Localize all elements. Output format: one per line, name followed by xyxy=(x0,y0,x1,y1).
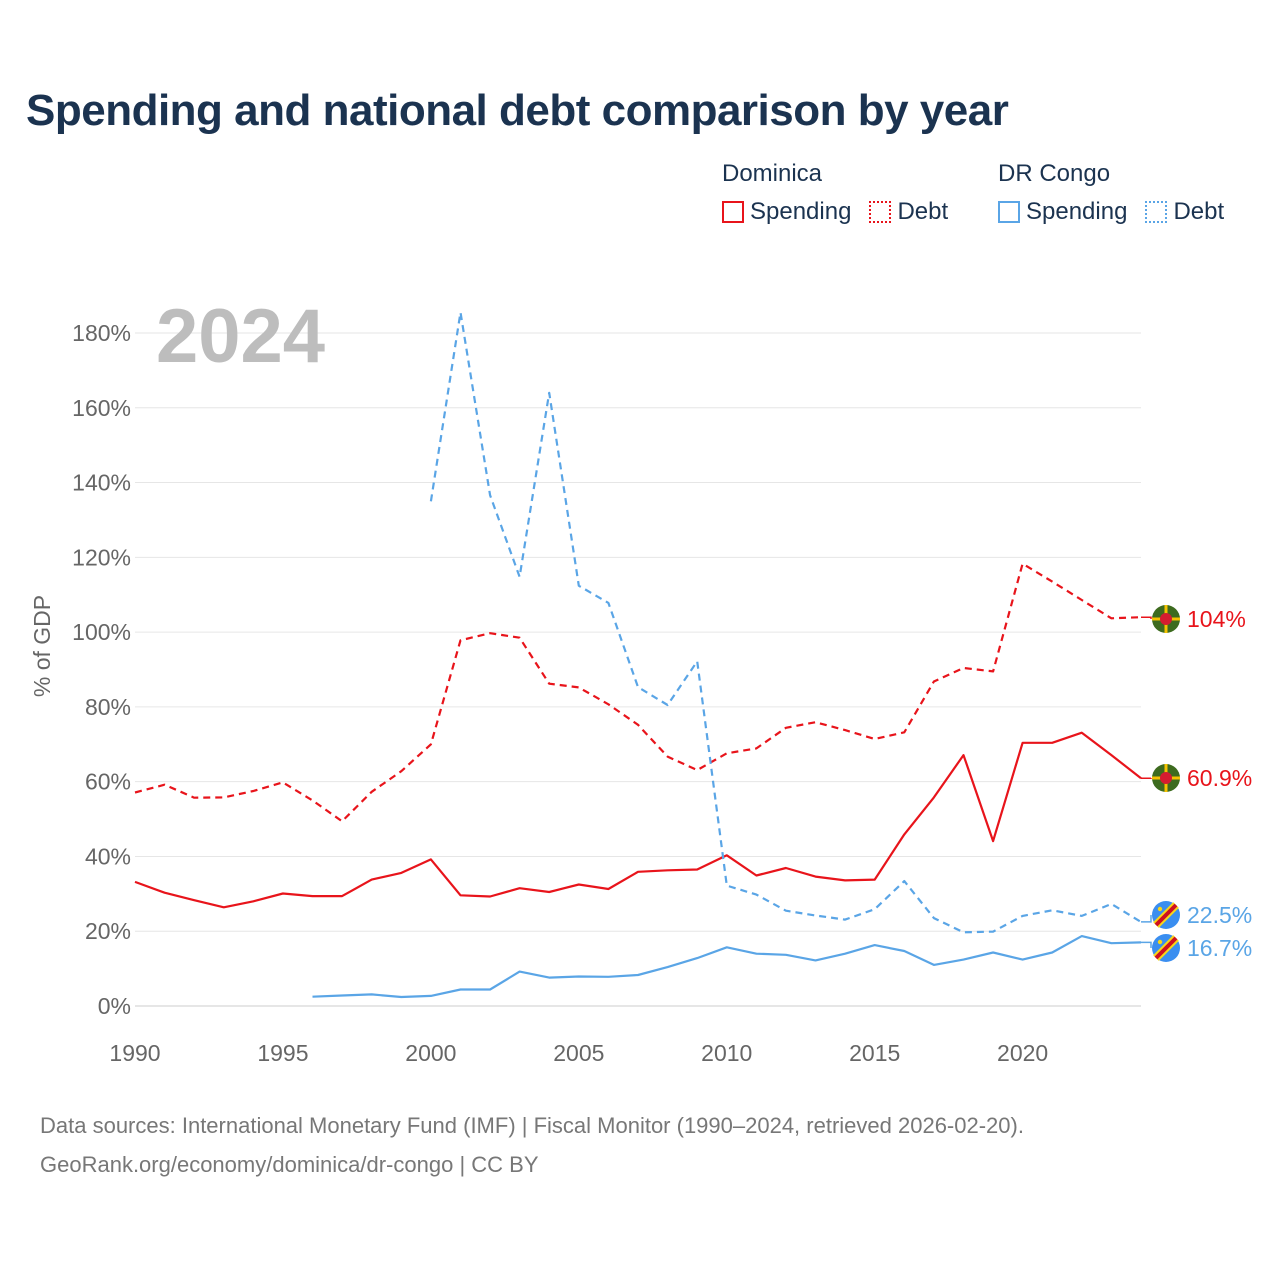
flag-star xyxy=(1157,939,1163,945)
data-source-note: Data sources: International Monetary Fun… xyxy=(40,1113,1024,1138)
dominica-flag-icon xyxy=(1152,764,1180,792)
solid-line-swatch-icon xyxy=(722,201,744,223)
x-tick-label: 1990 xyxy=(109,1040,160,1066)
y-tick-labels: 0% 20% 40% 60% 80% 100% 120% 140% 160% 180% xyxy=(72,320,131,1019)
dotted-line-swatch-icon xyxy=(869,201,892,223)
end-value-label: 60.9% xyxy=(1187,765,1252,791)
y-tick-label: 60% xyxy=(85,769,131,795)
legend-item-drcongo-spending[interactable]: Spending xyxy=(998,198,1127,226)
dominica-flag-icon xyxy=(1152,605,1180,633)
y-tick-label: 80% xyxy=(85,694,131,720)
legend-item-label: Debt xyxy=(897,198,949,225)
legend-item-label: Spending xyxy=(750,198,852,225)
flag-disc xyxy=(1160,772,1172,784)
flag-stripe xyxy=(1154,903,1178,927)
end-markers: 60.9% 104% 16.7% 22.5% xyxy=(1141,605,1252,962)
legend-item-drcongo-debt[interactable]: Debt xyxy=(1145,198,1224,226)
end-value-label: 16.7% xyxy=(1187,935,1252,961)
x-tick-label: 2010 xyxy=(701,1040,752,1066)
x-tick-label: 2005 xyxy=(553,1040,604,1066)
series-line-dr-congo-debt xyxy=(429,311,1142,934)
y-tick-label: 100% xyxy=(72,619,131,645)
end-value-label: 22.5% xyxy=(1187,902,1252,928)
legend-item-dominica-debt[interactable]: Debt xyxy=(869,198,948,226)
series-line-dominica-spending xyxy=(134,731,1142,909)
footer: Data sources: International Monetary Fun… xyxy=(40,1106,1024,1184)
y-tick-label: 140% xyxy=(72,470,131,496)
series-line-dr-congo-spending xyxy=(312,935,1142,999)
x-tick-label: 2015 xyxy=(849,1040,900,1066)
flag-star xyxy=(1157,906,1163,912)
gridlines xyxy=(135,332,1141,1007)
drcongo-flag-icon xyxy=(1152,934,1180,962)
series-lines xyxy=(134,311,1142,999)
end-connector xyxy=(1141,941,1152,948)
flag-disc xyxy=(1160,613,1172,625)
x-tick-labels: 1990 1995 2000 2005 2010 2015 2020 xyxy=(109,1040,1048,1066)
y-tick-label: 20% xyxy=(85,918,131,944)
solid-line-swatch-icon xyxy=(998,201,1020,223)
year-watermark: 2024 xyxy=(156,294,325,379)
legend-group-name: Dominica xyxy=(722,160,823,187)
legend-group-dominica: Dominica Spending Debt xyxy=(722,160,948,226)
y-tick-label: 0% xyxy=(98,993,131,1019)
legend-group-drcongo: DR Congo Spending Debt xyxy=(998,160,1224,226)
y-axis-label: % of GDP xyxy=(29,595,55,697)
x-tick-label: 2000 xyxy=(405,1040,456,1066)
y-tick-label: 40% xyxy=(85,843,131,869)
flag-stripe xyxy=(1154,936,1178,960)
legend-item-label: Spending xyxy=(1026,198,1128,225)
series-line-dominica-debt xyxy=(134,562,1142,823)
end-connector xyxy=(1141,616,1152,619)
dotted-line-swatch-icon xyxy=(1145,201,1168,223)
legend-group-name: DR Congo xyxy=(998,160,1111,187)
chart-canvas: 2024 % of GDP 0% 20% 40% 60% 80% 100% 120% 140%… xyxy=(29,294,1252,1066)
y-tick-label: 160% xyxy=(72,395,131,421)
drcongo-flag-icon xyxy=(1152,901,1180,929)
end-connector xyxy=(1141,915,1152,923)
legend-item-dominica-spending[interactable]: Spending xyxy=(722,198,851,226)
chart-title: Spending and national debt comparison by… xyxy=(26,86,1009,135)
x-tick-label: 1995 xyxy=(257,1040,308,1066)
legend-item-label: Debt xyxy=(1173,198,1225,225)
attribution-note: GeoRank.org/economy/dominica/dr-congo | … xyxy=(40,1152,539,1177)
y-tick-label: 180% xyxy=(72,320,131,346)
x-tick-label: 2020 xyxy=(997,1040,1048,1066)
end-value-label: 104% xyxy=(1187,606,1246,632)
y-tick-label: 120% xyxy=(72,544,131,570)
